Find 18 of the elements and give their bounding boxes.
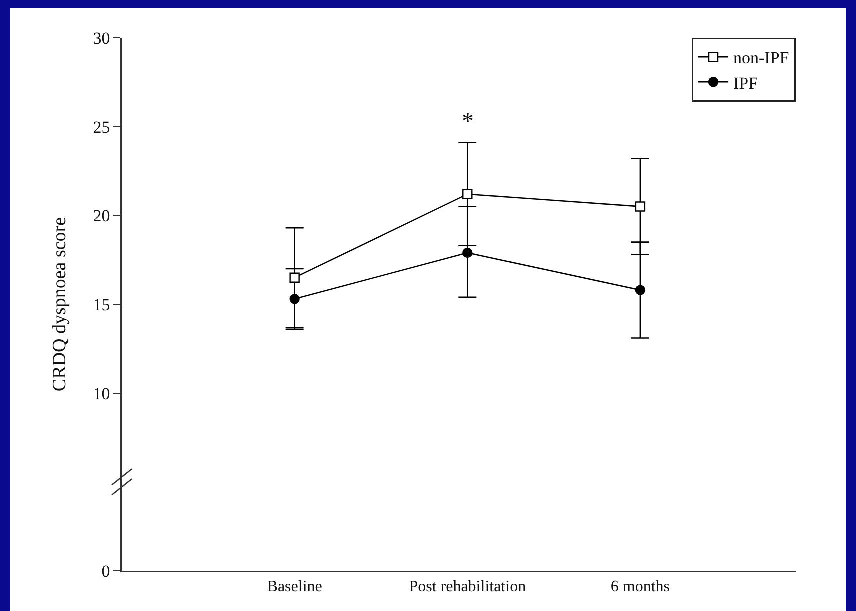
y-tick-label: 15 bbox=[93, 295, 110, 314]
point bbox=[635, 285, 646, 296]
legend-label: non-IPF bbox=[734, 48, 790, 68]
y-tick-label: 0 bbox=[102, 562, 110, 581]
point bbox=[462, 189, 473, 200]
y-tick-label: 25 bbox=[93, 118, 110, 137]
point bbox=[462, 248, 473, 258]
annotation: * bbox=[462, 109, 474, 135]
y-tick-label: 10 bbox=[93, 384, 110, 404]
point bbox=[290, 272, 300, 283]
y-axis-title: CRDQ dyspnoea score bbox=[49, 217, 70, 392]
x-tick-label: 6 months bbox=[610, 578, 670, 596]
y-tick-label: 30 bbox=[93, 28, 110, 48]
point bbox=[635, 202, 646, 212]
y-tick-label: 20 bbox=[93, 206, 110, 226]
legend-label: IPF bbox=[734, 74, 758, 93]
x-tick-label: Post rehabilitation bbox=[409, 578, 526, 596]
x-tick-label: Baseline bbox=[267, 578, 322, 596]
